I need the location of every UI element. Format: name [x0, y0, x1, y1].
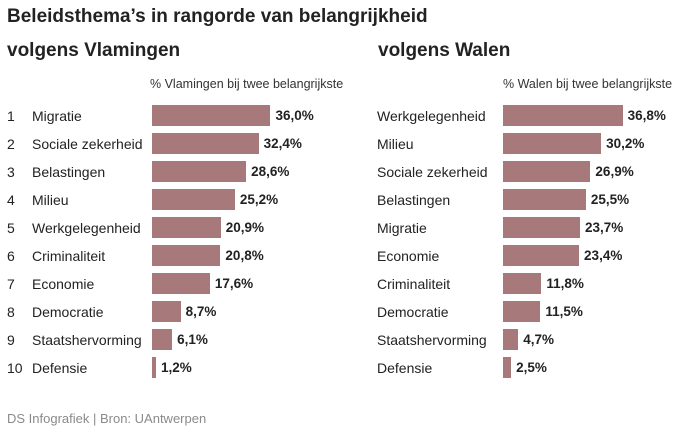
rank-number: 4	[7, 192, 15, 208]
rank-number: 8	[7, 304, 15, 320]
rank-number: 9	[7, 332, 15, 348]
value-label: 28,6%	[251, 164, 290, 179]
bar	[503, 133, 602, 154]
bar-row: Economie 23,4%	[375, 242, 695, 270]
value-label: 20,8%	[225, 248, 264, 263]
bar-row: Democratie 11,5%	[375, 298, 695, 326]
rank-number: 7	[7, 276, 15, 292]
value-label: 36,8%	[627, 108, 666, 123]
category-label: Economie	[377, 248, 440, 264]
value-label: 32,4%	[263, 136, 302, 151]
value-label: 11,5%	[545, 304, 583, 319]
bar-row: Belastingen 25,5%	[375, 186, 695, 214]
value-label: 25,2%	[239, 192, 279, 207]
column-header-walen: % Walen bij twee belangrijkste	[503, 77, 673, 91]
bar-row: Staatshervorming 4,7%	[375, 326, 695, 354]
value-label: 11,8%	[546, 276, 584, 291]
rank-number: 3	[7, 164, 15, 180]
bar-row: Milieu 30,2%	[375, 130, 695, 158]
bar	[152, 329, 173, 350]
value-label: 20,9%	[225, 220, 265, 235]
category-label: Sociale zekerheid	[377, 164, 488, 180]
bar	[503, 329, 519, 350]
rank-number: 5	[7, 220, 15, 236]
bar-row: 8 Democratie 8,7%	[7, 298, 352, 326]
bar	[152, 133, 259, 154]
value-label: 23,4%	[584, 248, 623, 263]
category-label: Democratie	[377, 304, 449, 320]
bar-row: 2 Sociale zekerheid 32,4%	[7, 130, 352, 158]
bar	[152, 301, 181, 322]
value-label: 36,0%	[275, 108, 314, 123]
bar	[152, 273, 210, 294]
category-label: Sociale zekerheid	[32, 136, 143, 152]
category-label: Migratie	[32, 108, 82, 124]
value-label: 1,2%	[160, 360, 192, 375]
bar	[503, 189, 586, 210]
bar-row: 6 Criminaliteit 20,8%	[7, 242, 352, 270]
bar	[503, 105, 623, 126]
rank-number: 10	[7, 360, 23, 376]
rank-number: 2	[7, 136, 15, 152]
value-label: 4,7%	[523, 332, 555, 347]
category-label: Staatshervorming	[32, 332, 142, 348]
bar	[152, 189, 235, 210]
bar-row: Criminaliteit 11,8%	[375, 270, 695, 298]
bar	[152, 105, 271, 126]
value-label: 23,7%	[585, 220, 624, 235]
value-label: 25,5%	[590, 192, 630, 207]
category-label: Werkgelegenheid	[32, 220, 141, 236]
category-label: Werkgelegenheid	[377, 108, 486, 124]
category-label: Criminaliteit	[377, 276, 451, 292]
category-label: Defensie	[32, 360, 88, 376]
bar	[503, 301, 541, 322]
category-label: Milieu	[32, 192, 69, 208]
category-label: Criminaliteit	[32, 248, 106, 264]
rank-number: 1	[7, 108, 15, 124]
category-label: Migratie	[377, 220, 427, 236]
source-footer: DS Infografiek | Bron: UAntwerpen	[7, 411, 207, 426]
bar	[152, 245, 221, 266]
column-header-vlamingen: % Vlamingen bij twee belangrijkste	[150, 77, 344, 91]
value-label: 30,2%	[606, 136, 645, 151]
category-label: Defensie	[377, 360, 433, 376]
category-label: Democratie	[32, 304, 104, 320]
bar	[152, 357, 156, 378]
value-label: 17,6%	[214, 276, 254, 291]
bar	[503, 245, 580, 266]
bar-row: 10 Defensie 1,2%	[7, 354, 352, 382]
value-label: 26,9%	[595, 164, 634, 179]
chart-title: Beleidsthema’s in rangorde van belangrij…	[7, 6, 428, 27]
value-label: 8,7%	[185, 304, 217, 319]
bar-row: Migratie 23,7%	[375, 214, 695, 242]
category-label: Staatshervorming	[377, 332, 487, 348]
bar	[152, 161, 247, 182]
bar-row: 1 Migratie 36,0%	[7, 102, 352, 130]
bar-row: 5 Werkgelegenheid 20,9%	[7, 214, 352, 242]
bar-row: 4 Milieu 25,2%	[7, 186, 352, 214]
value-label: 2,5%	[516, 360, 547, 375]
bar	[503, 217, 581, 238]
bar	[503, 357, 512, 378]
panel-title-vlamingen: volgens Vlamingen	[7, 40, 181, 61]
bar-row: 7 Economie 17,6%	[7, 270, 352, 298]
category-label: Milieu	[377, 136, 414, 152]
bar-row: Defensie 2,5%	[375, 354, 695, 382]
panel-title-walen: volgens Walen	[378, 40, 511, 61]
bar	[503, 161, 591, 182]
category-label: Economie	[32, 276, 95, 292]
bar-row: Werkgelegenheid 36,8%	[375, 102, 695, 130]
bar-row: 3 Belastingen 28,6%	[7, 158, 352, 186]
value-label: 6,1%	[177, 332, 208, 347]
category-label: Belastingen	[377, 192, 451, 208]
bar-row: Sociale zekerheid 26,9%	[375, 158, 695, 186]
bar-row: 9 Staatshervorming 6,1%	[7, 326, 352, 354]
rank-number: 6	[7, 248, 15, 264]
bar	[503, 273, 542, 294]
bar	[152, 217, 221, 238]
category-label: Belastingen	[32, 164, 106, 180]
